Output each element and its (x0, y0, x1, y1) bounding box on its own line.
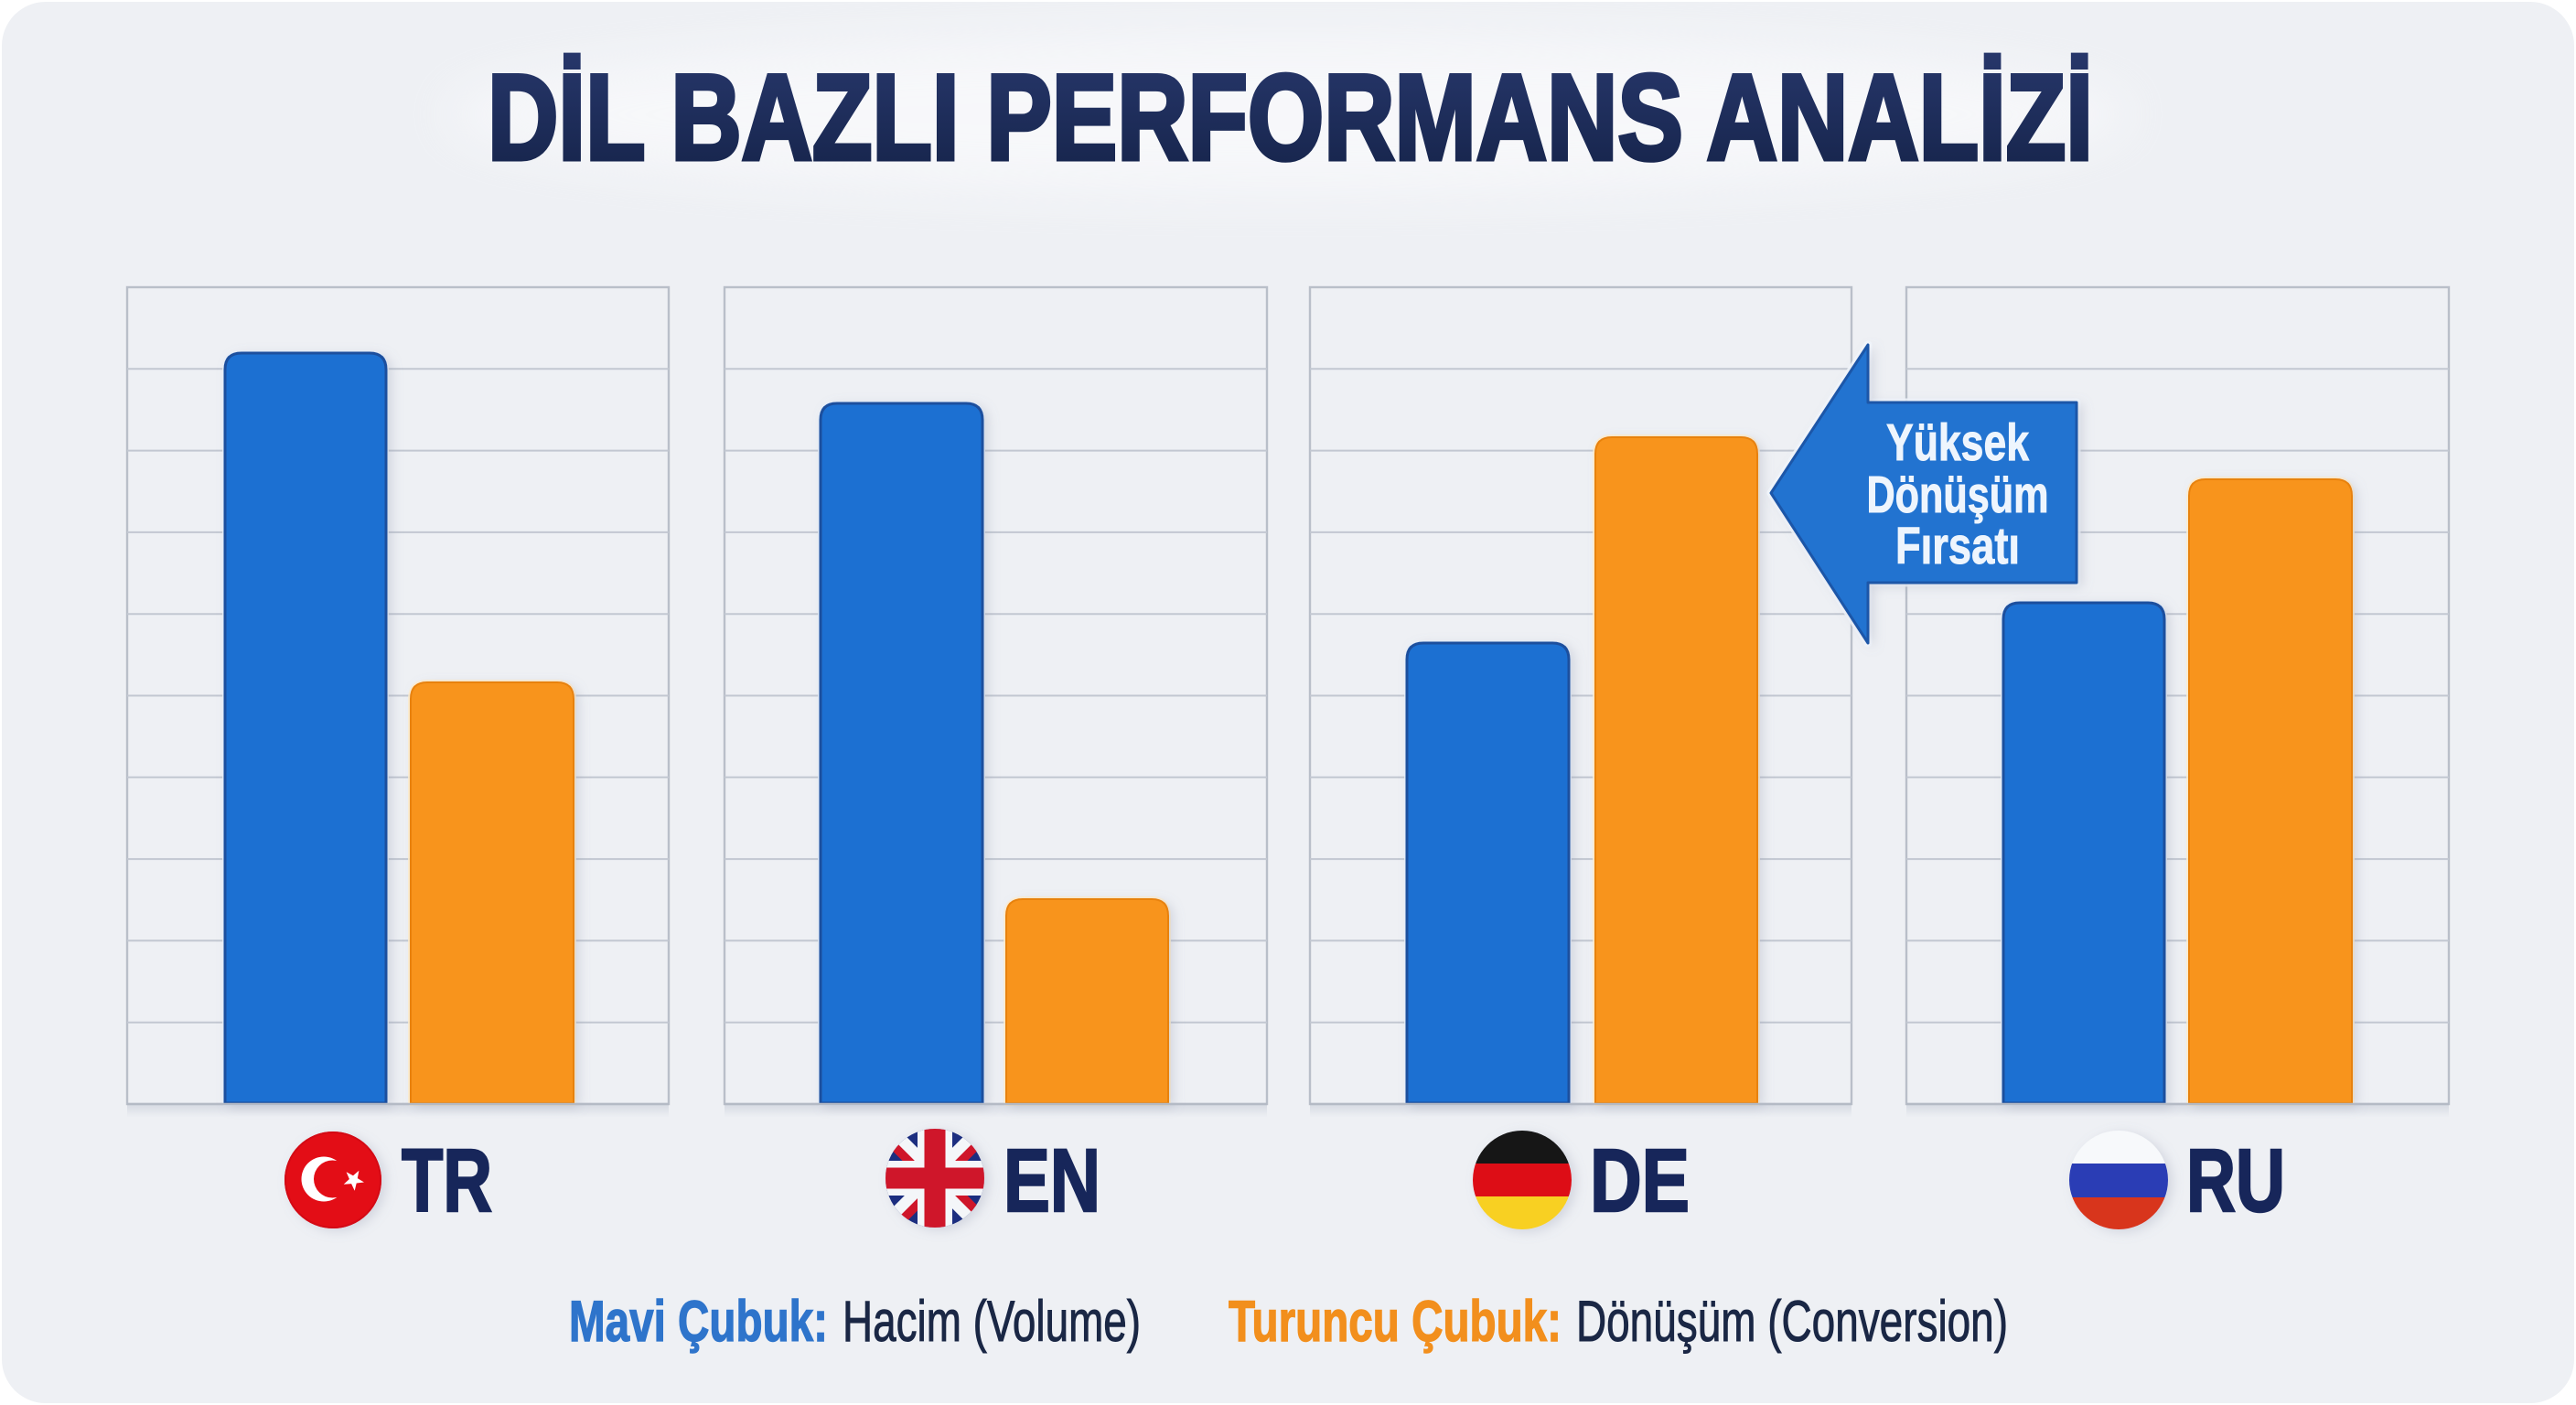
svg-text:DİL BAZLI PERFORMANS ANALİZİ: DİL BAZLI PERFORMANS ANALİZİ (488, 50, 2093, 186)
svg-text:EN: EN (1004, 1131, 1100, 1230)
svg-text:RU: RU (2186, 1131, 2285, 1230)
svg-text:Dönüşüm: Dönüşüm (1867, 466, 2049, 524)
svg-text:DE: DE (1590, 1131, 1690, 1230)
svg-text:Dönüşüm (Conversion): Dönüşüm (Conversion) (1576, 1290, 2008, 1354)
svg-text:Fırsatı: Fırsatı (1895, 517, 2020, 575)
svg-text:Mavi Çubuk:: Mavi Çubuk: (569, 1290, 828, 1354)
svg-text:Hacim (Volume): Hacim (Volume) (843, 1290, 1141, 1354)
svg-text:TR: TR (402, 1131, 492, 1230)
svg-text:Turuncu Çubuk:: Turuncu Çubuk: (1229, 1290, 1562, 1354)
svg-text:Yüksek: Yüksek (1886, 413, 2029, 472)
